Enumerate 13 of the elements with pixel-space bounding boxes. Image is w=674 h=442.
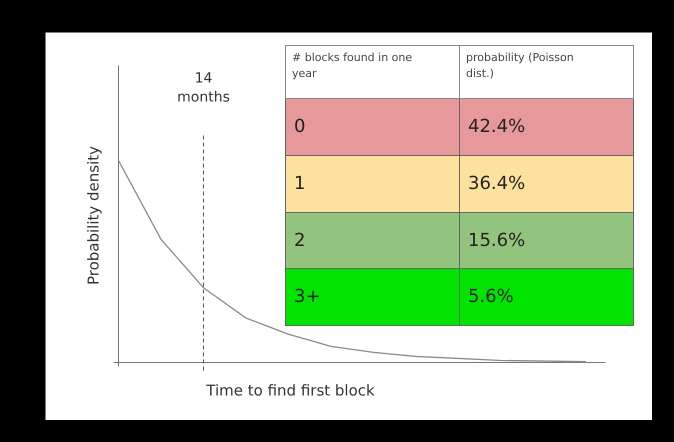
category-label: 1 xyxy=(286,156,460,212)
text: 5.6% xyxy=(468,286,514,308)
text: 15.6% xyxy=(468,230,526,251)
x-axis-title: Time to find first block xyxy=(205,382,376,400)
text: 14 months xyxy=(177,70,230,106)
text: probability (Poisson dist.) xyxy=(460,46,634,99)
text: 36.4% xyxy=(468,173,526,194)
category-label: 2 xyxy=(286,212,460,269)
category-label: 3+ xyxy=(286,268,460,326)
category-label: 0 xyxy=(286,98,460,156)
y-axis-title: Probability density xyxy=(84,146,102,286)
text: # blocks found in one year xyxy=(286,46,460,99)
text: 42.4% xyxy=(468,116,526,138)
